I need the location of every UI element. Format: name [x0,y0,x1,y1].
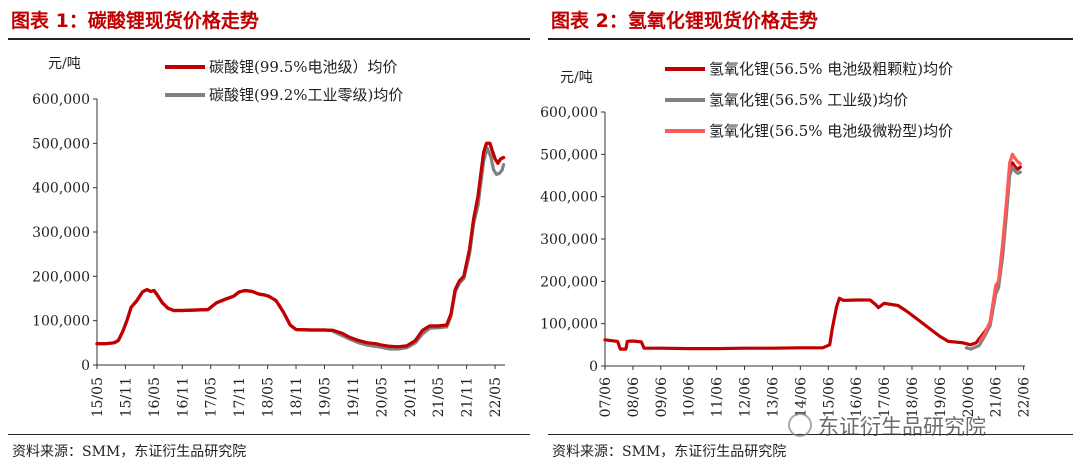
x-tick-label: 18/06 [905,377,921,417]
x-tick-label: 20/05 [374,377,390,417]
series-line-1 [95,141,506,349]
right-chart-title: 图表 2：氢氧化锂现货价格走势 [551,10,818,32]
y-axis-unit-label: 元/吨 [560,70,593,86]
x-tick-label: 17/11 [232,377,248,417]
y-axis-unit-label: 元/吨 [48,56,81,72]
watermark: 东证衍生品研究院 [788,411,986,441]
legend-label: 氢氧化锂(56.5% 电池级粗颗粒)均价 [709,60,953,78]
right-title-rule [548,38,1073,40]
x-tick-label: 19/06 [933,377,949,417]
x-tick-label: 22/06 [1017,377,1033,417]
x-tick-label: 15/06 [821,377,837,417]
x-tick-label: 16/05 [147,377,163,417]
x-tick-label: 12/06 [738,377,754,417]
x-tick-label: 16/06 [849,377,865,417]
y-tick-label: 500,000 [32,136,90,152]
y-tick-label: 300,000 [540,232,598,248]
series-line-2 [964,165,1022,351]
x-tick-label: 20/11 [403,377,419,417]
series-line-1 [603,161,1022,351]
left-chart-title: 图表 1：碳酸锂现货价格走势 [11,10,259,32]
x-tick-label: 19/05 [317,377,333,417]
y-tick-label: 200,000 [32,269,90,285]
y-tick-label: 400,000 [540,190,598,206]
y-tick-label: 0 [589,359,598,375]
x-tick-label: 15/11 [118,377,134,417]
x-tick-label: 21/11 [460,377,476,417]
left-source-rule [8,434,530,435]
y-tick-label: 200,000 [540,274,598,290]
y-tick-label: 500,000 [540,147,598,163]
y-tick-label: 400,000 [32,181,90,197]
y-tick-label: 100,000 [32,314,90,330]
x-tick-label: 17/06 [877,377,893,417]
x-tick-label: 22/05 [488,377,504,417]
series-line-1-front [95,141,506,349]
legend-label: 氢氧化锂(56.5% 工业级)均价 [709,91,908,109]
right-source-note: 资料来源：SMM，东证衍生品研究院 [552,444,787,460]
y-tick-label: 600,000 [32,92,90,108]
x-tick-label: 17/05 [204,377,220,417]
legend-label: 碳酸锂(99.5%电池级）均价 [209,58,398,76]
x-tick-label: 21/05 [431,377,447,417]
legend-label: 碳酸锂(99.2%工业零级)均价 [209,86,403,104]
watermark-text: 东证衍生品研究院 [818,415,986,439]
left-source-note: 资料来源：SMM，东证衍生品研究院 [12,444,247,460]
series-line-3 [978,152,1022,343]
x-tick-label: 18/05 [261,377,277,417]
x-tick-label: 14/06 [793,377,809,417]
x-tick-label: 09/06 [654,377,670,417]
x-tick-label: 10/06 [682,377,698,417]
x-tick-label: 18/11 [289,377,305,417]
legend-label: 氢氧化锂(56.5% 电池级微粉型)均价 [709,122,953,140]
x-tick-label: 13/06 [765,377,781,417]
x-tick-label: 21/06 [989,377,1005,417]
right-source-rule [548,434,1073,435]
x-tick-label: 16/11 [175,377,191,417]
wechat-logo-icon [788,413,812,437]
y-tick-label: 0 [81,358,90,374]
x-tick-label: 20/06 [961,377,977,417]
y-tick-label: 300,000 [32,225,90,241]
series-line-2 [331,146,506,351]
x-tick-label: 08/06 [626,377,642,417]
x-tick-label: 19/11 [346,377,362,417]
x-tick-label: 15/05 [90,377,106,417]
left-title-rule [8,38,530,40]
y-tick-label: 600,000 [540,105,598,121]
x-tick-label: 07/06 [598,377,614,417]
x-tick-label: 11/06 [710,377,726,417]
y-tick-label: 100,000 [540,317,598,333]
